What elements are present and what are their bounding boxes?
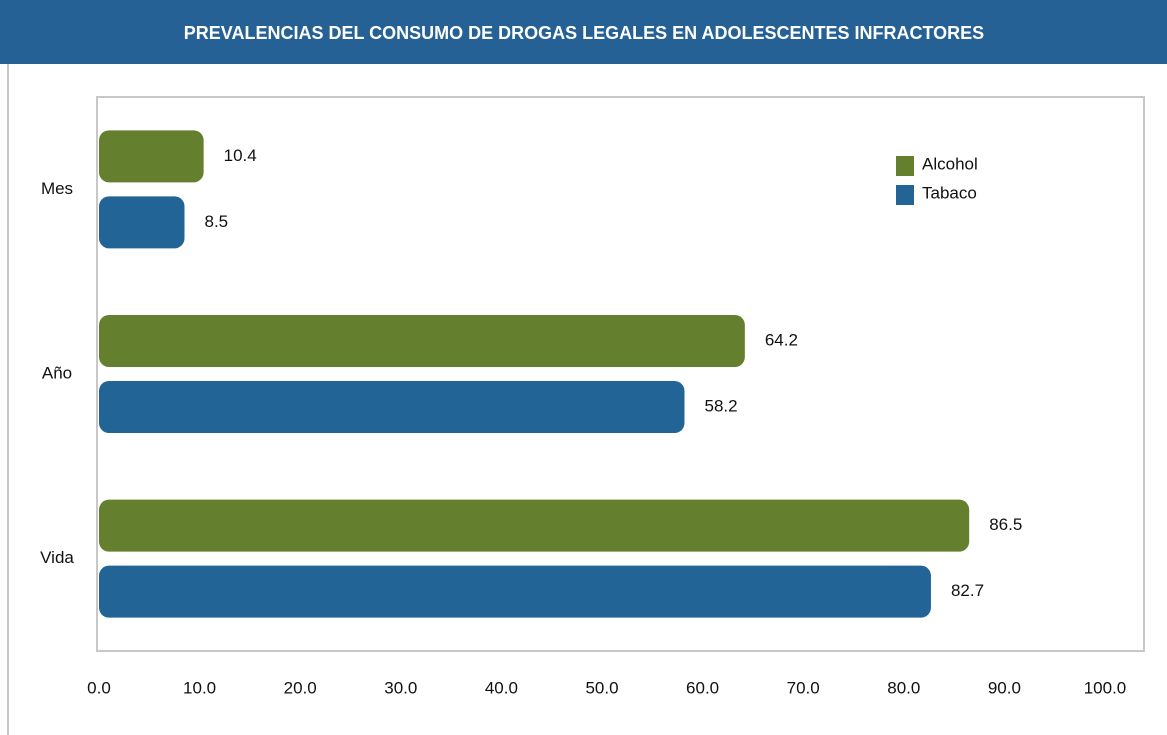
data-label: 82.7	[951, 581, 984, 600]
x-tick-label: 0.0	[87, 678, 111, 697]
data-label: 8.5	[205, 212, 229, 231]
x-tick-label: 40.0	[485, 678, 518, 697]
chart-title: PREVALENCIAS DEL CONSUMO DE DROGAS LEGAL…	[184, 23, 984, 43]
data-label: 58.2	[704, 396, 737, 415]
x-tick-label: 20.0	[284, 678, 317, 697]
bar	[99, 565, 931, 618]
x-tick-label: 30.0	[384, 678, 417, 697]
x-tick-label: 50.0	[585, 678, 618, 697]
bar	[99, 381, 685, 433]
bar	[99, 196, 185, 249]
header-bar	[0, 0, 1167, 64]
x-tick-label: 70.0	[787, 678, 820, 697]
data-label: 10.4	[224, 146, 257, 165]
legend-label: Alcohol	[922, 154, 978, 173]
x-tick-label: 90.0	[988, 678, 1021, 697]
data-label: 64.2	[765, 330, 798, 349]
y-tick-label: Mes	[41, 179, 73, 198]
x-tick-label: 80.0	[887, 678, 920, 697]
x-tick-label: 60.0	[686, 678, 719, 697]
data-label: 86.5	[989, 515, 1022, 534]
legend-label: Tabaco	[922, 183, 977, 202]
x-tick-label: 10.0	[183, 678, 216, 697]
y-tick-label: Año	[42, 363, 72, 382]
bar	[99, 499, 970, 552]
x-tick-label: 100.0	[1084, 678, 1127, 697]
bar	[99, 315, 745, 367]
y-tick-label: Vida	[40, 548, 74, 567]
legend-swatch	[896, 185, 914, 205]
legend-swatch	[896, 156, 914, 176]
bar	[99, 130, 204, 183]
plot-frame	[96, 96, 1145, 652]
